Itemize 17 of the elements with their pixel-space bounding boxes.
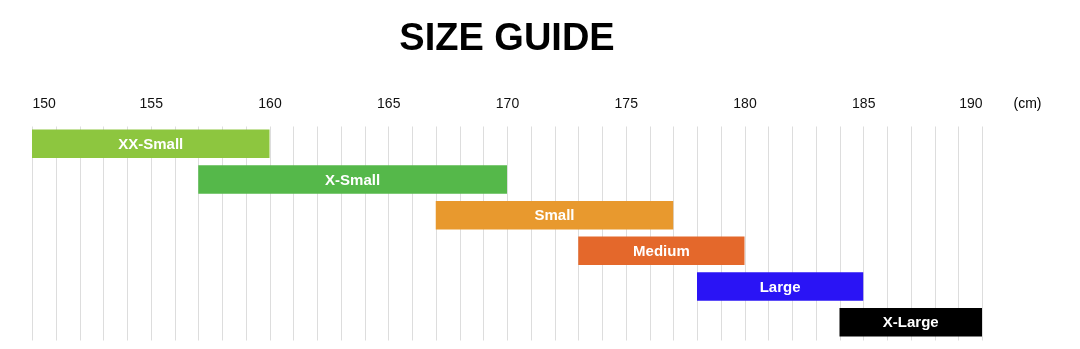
y-tick-label: Medium — [633, 241, 690, 259]
x-axis-title: (cm) — [1013, 94, 1042, 111]
x-tick-label: 165 — [377, 94, 401, 111]
x-tick-label: 150 — [32, 94, 57, 111]
x-tick-label: 160 — [258, 94, 282, 111]
y-tick-label: X-Small — [325, 170, 381, 188]
chart-title: SIZE GUIDE — [399, 16, 615, 58]
x-tick-label: 155 — [139, 94, 164, 111]
x-tick-label: 170 — [495, 94, 520, 111]
x-tick-label: 185 — [852, 94, 876, 111]
x-tick-label: 175 — [614, 94, 639, 111]
x-tick-label: 180 — [733, 94, 757, 111]
y-tick-label: Large — [759, 277, 801, 295]
x-tick-label: 190 — [959, 94, 983, 111]
y-tick-label: XX-Small — [118, 134, 184, 152]
y-tick-label: Small — [534, 206, 575, 224]
y-tick-label: X-Large — [882, 313, 939, 331]
